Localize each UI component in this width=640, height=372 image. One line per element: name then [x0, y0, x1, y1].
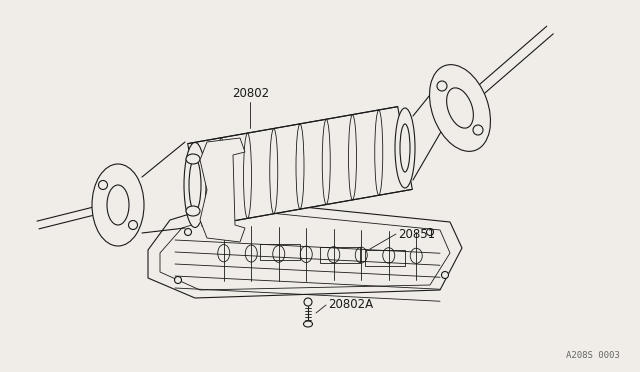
- Text: 20802A: 20802A: [328, 298, 373, 311]
- Ellipse shape: [437, 81, 447, 91]
- Ellipse shape: [129, 221, 138, 230]
- Ellipse shape: [426, 228, 433, 235]
- Ellipse shape: [186, 206, 200, 216]
- Ellipse shape: [400, 124, 410, 172]
- Text: 20802: 20802: [232, 87, 269, 100]
- Polygon shape: [188, 107, 412, 227]
- Ellipse shape: [395, 108, 415, 188]
- Text: 20851: 20851: [398, 228, 435, 241]
- Text: A208S 0003: A208S 0003: [566, 351, 620, 360]
- Ellipse shape: [184, 142, 206, 228]
- Ellipse shape: [304, 298, 312, 306]
- Ellipse shape: [107, 185, 129, 225]
- Ellipse shape: [447, 88, 474, 128]
- Ellipse shape: [175, 276, 182, 283]
- Polygon shape: [148, 200, 462, 298]
- Ellipse shape: [303, 321, 312, 327]
- Ellipse shape: [92, 164, 144, 246]
- Ellipse shape: [186, 154, 200, 164]
- Ellipse shape: [473, 125, 483, 135]
- Polygon shape: [200, 138, 245, 242]
- Ellipse shape: [429, 65, 490, 151]
- Ellipse shape: [442, 272, 449, 279]
- Ellipse shape: [189, 159, 201, 211]
- Ellipse shape: [184, 228, 191, 235]
- Ellipse shape: [99, 180, 108, 189]
